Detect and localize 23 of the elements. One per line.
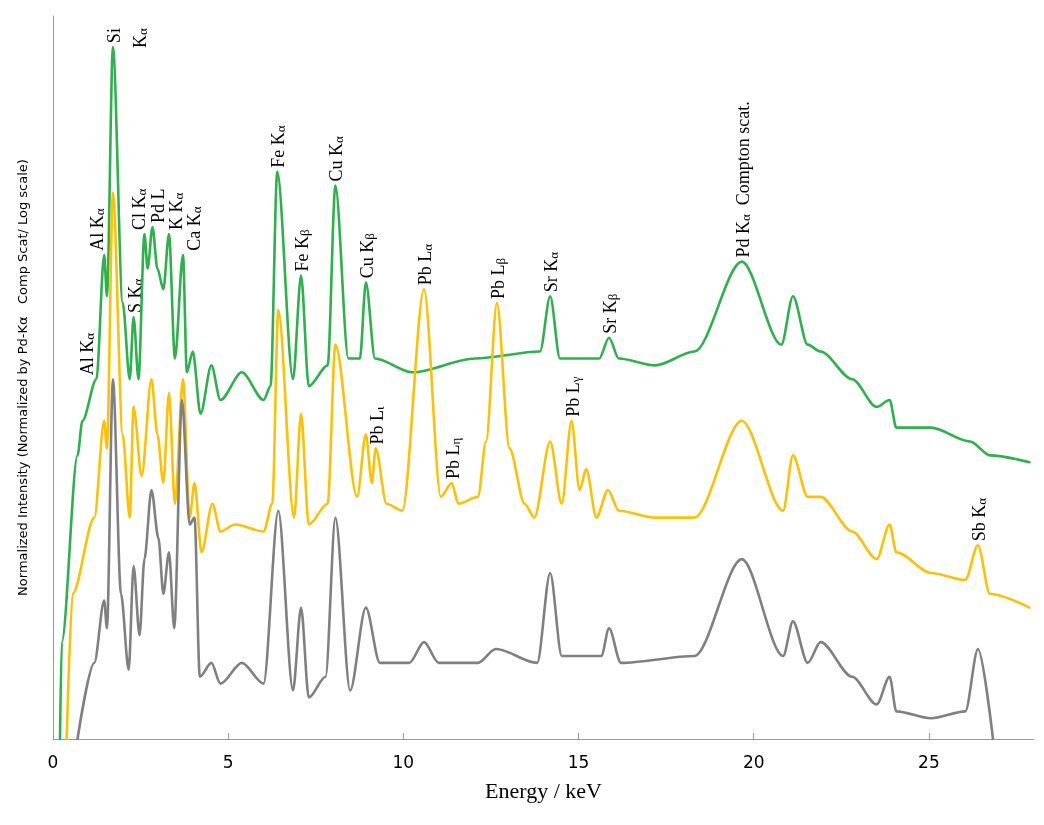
annotation: Pb Lη	[442, 437, 463, 480]
annotation: Si	[103, 28, 124, 44]
x-tick-label: 0	[47, 751, 59, 772]
x-tick-label: 20	[742, 751, 765, 772]
annotation: Fe Kα	[268, 125, 289, 168]
annotation: Pb Lι	[366, 405, 387, 445]
annotation: Pb Lγ	[562, 376, 583, 417]
annotation: Pd L	[147, 188, 168, 224]
annotation: Kα	[129, 27, 150, 48]
annotation: Al Kα	[77, 332, 98, 376]
x-axis-title: Energy / keV	[485, 777, 603, 803]
annotation: K Kα	[165, 192, 186, 230]
annotation: Pd Kα Compton scat.	[732, 101, 753, 258]
x-tick-label: 5	[222, 751, 234, 772]
x-tick-label: 15	[567, 751, 590, 772]
annotation: Al Kα	[87, 208, 108, 251]
y-axis-title: Normalized Intensity (Normalized by Pd-Kα Comp Scat/ Log scale)	[15, 159, 30, 596]
annotation: Cu Kβ	[356, 232, 377, 279]
annotation: Pb Lβ	[487, 257, 508, 300]
annotation: Fe Kβ	[292, 228, 313, 272]
x-tick-label: 10	[392, 751, 415, 772]
annotation: Cl Kα	[129, 188, 150, 230]
x-tick-label: 25	[918, 751, 940, 772]
